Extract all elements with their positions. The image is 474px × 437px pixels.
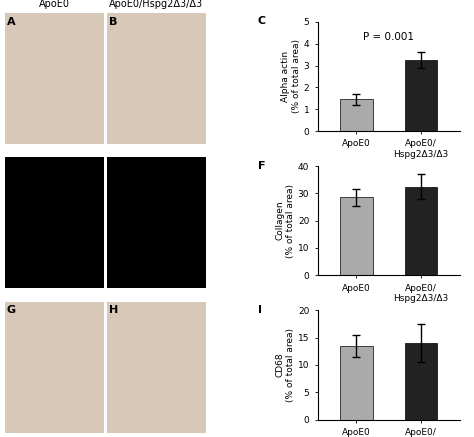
Bar <box>340 346 373 420</box>
Y-axis label: CD68
(% of total area): CD68 (% of total area) <box>275 328 295 402</box>
Text: H: H <box>109 305 118 316</box>
Text: A: A <box>7 17 15 27</box>
Text: C: C <box>258 17 266 26</box>
Text: G: G <box>7 305 16 316</box>
Text: ApoE0/Hspg2Δ3/Δ3: ApoE0/Hspg2Δ3/Δ3 <box>109 0 203 9</box>
Bar <box>405 343 437 420</box>
Text: ApoE0: ApoE0 <box>39 0 70 9</box>
Y-axis label: Alpha actin
(% of total area): Alpha actin (% of total area) <box>281 39 301 114</box>
Text: D: D <box>7 161 16 171</box>
Text: E: E <box>109 161 116 171</box>
Bar <box>340 100 373 131</box>
Text: P = 0.001: P = 0.001 <box>363 31 414 42</box>
Bar <box>340 198 373 275</box>
Bar <box>405 60 437 131</box>
Text: I: I <box>258 305 262 315</box>
Text: F: F <box>258 160 265 170</box>
Y-axis label: Collagen
(% of total area): Collagen (% of total area) <box>275 184 295 258</box>
Text: B: B <box>109 17 117 27</box>
Bar <box>405 187 437 275</box>
